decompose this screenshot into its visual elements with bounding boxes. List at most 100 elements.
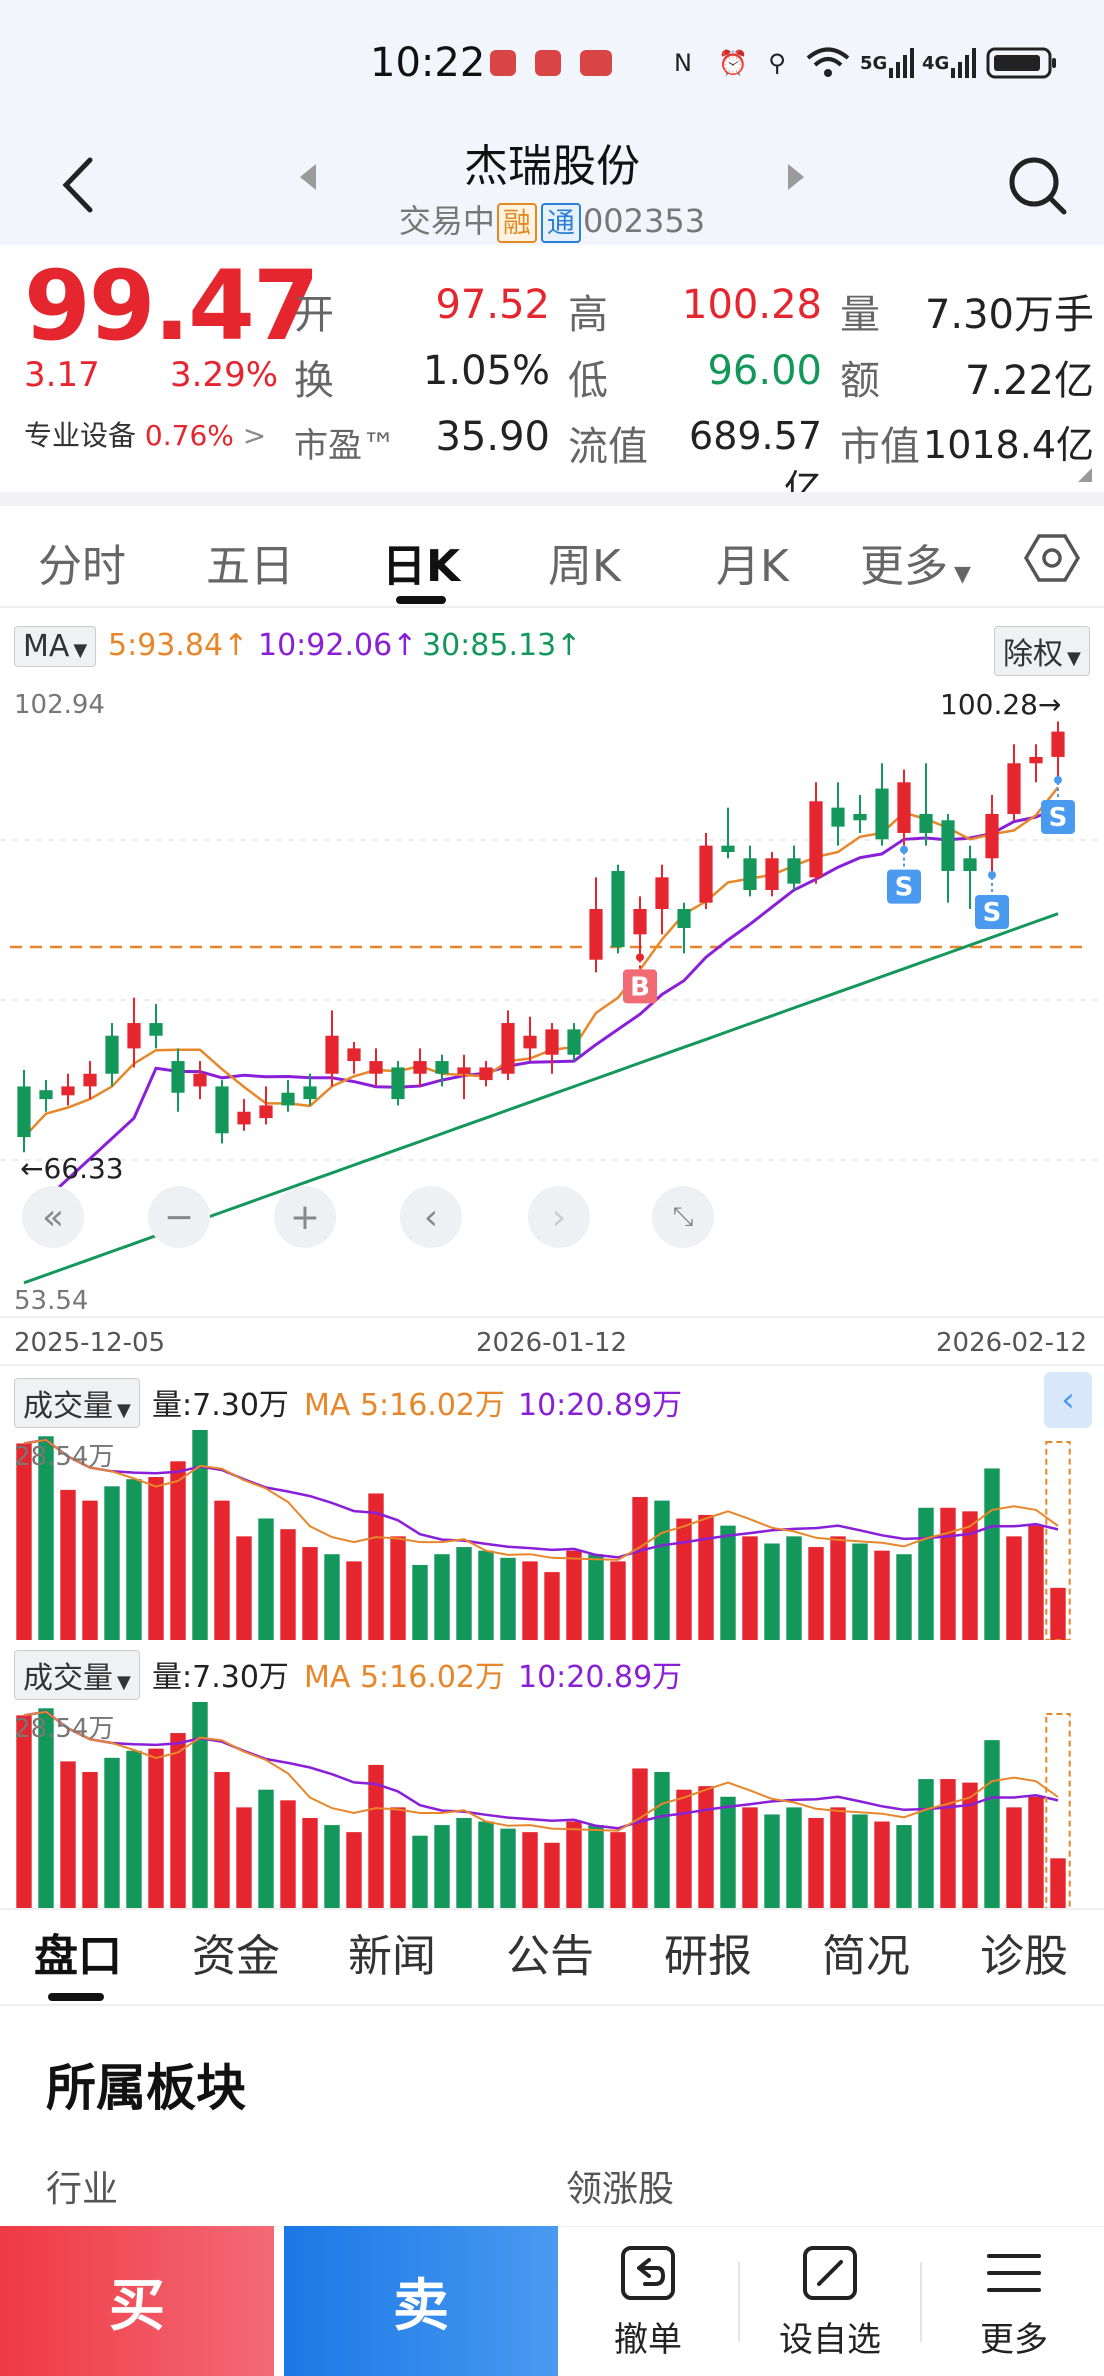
sell-button[interactable]: 卖 bbox=[284, 2226, 558, 2376]
tab-more[interactable]: 更多 ▼ bbox=[860, 530, 971, 594]
x-axis-end-date: 2026-02-12 bbox=[936, 1328, 1088, 1358]
buy-button[interactable]: 买 bbox=[0, 2226, 274, 2376]
candle-body bbox=[1051, 731, 1065, 757]
candle-body bbox=[523, 1035, 537, 1049]
tab-research[interactable]: 研报 bbox=[664, 1931, 752, 1982]
volume-bar bbox=[478, 1821, 494, 1910]
fullscreen-button[interactable]: ⤡ bbox=[652, 1186, 714, 1248]
candle-body bbox=[809, 801, 823, 878]
volume-bar bbox=[38, 1436, 54, 1640]
signal-badge bbox=[1041, 799, 1075, 834]
candle-body bbox=[743, 858, 757, 890]
wifi-icon bbox=[806, 46, 850, 80]
candle-body bbox=[413, 1061, 427, 1074]
tab-profile[interactable]: 简况 bbox=[822, 1931, 910, 1982]
candle-body bbox=[655, 877, 669, 910]
search-button[interactable] bbox=[1004, 152, 1070, 218]
volume-bar bbox=[434, 1825, 450, 1910]
volume-bar bbox=[918, 1507, 934, 1640]
volume-bar bbox=[896, 1554, 912, 1640]
volume-bar bbox=[148, 1477, 164, 1640]
settings-hexagon-icon bbox=[1023, 534, 1081, 582]
signal-dot bbox=[988, 870, 996, 879]
candle-body bbox=[193, 1073, 207, 1087]
quote-panel bbox=[0, 245, 1104, 495]
candle-body bbox=[567, 1029, 581, 1055]
volume-selector[interactable]: 成交量 ▼ bbox=[14, 1378, 140, 1428]
candle-body bbox=[545, 1029, 559, 1055]
chart-settings-button[interactable] bbox=[1023, 530, 1081, 586]
divider bbox=[0, 1364, 1104, 1366]
tab-capital-flow[interactable]: 资金 bbox=[192, 1931, 280, 1982]
candle-body bbox=[17, 1086, 31, 1138]
add-watchlist-button[interactable]: 设自选 bbox=[740, 2226, 920, 2376]
volume-bar bbox=[390, 1807, 406, 1910]
volume-bar bbox=[940, 1779, 956, 1910]
back-button[interactable] bbox=[54, 150, 104, 220]
sector-link[interactable]: 专业设备 0.76% > bbox=[24, 414, 266, 454]
more-button[interactable]: 更多 bbox=[924, 2226, 1104, 2376]
volume-bar bbox=[456, 1547, 472, 1640]
volume-bar bbox=[830, 1807, 846, 1910]
signal-label: B bbox=[630, 972, 650, 1002]
chevron-left-icon: ‹ bbox=[1061, 1380, 1075, 1420]
tab-monthly-k[interactable]: 月K bbox=[716, 541, 789, 592]
volume-label: 量 bbox=[840, 292, 880, 338]
tab-diagnosis[interactable]: 诊股 bbox=[980, 1931, 1068, 1982]
volume-bar bbox=[280, 1800, 296, 1910]
turnover-label: 换 bbox=[294, 358, 334, 404]
low-value: 96.00 bbox=[707, 348, 822, 394]
volume-selector[interactable]: 成交量 ▼ bbox=[14, 1650, 140, 1700]
add-watchlist-label: 设自选 bbox=[779, 2319, 881, 2360]
adjust-selector[interactable]: 除权 ▼ bbox=[994, 626, 1090, 676]
volume-bar bbox=[830, 1536, 846, 1640]
tab-order-book[interactable]: 盘口 bbox=[34, 1931, 122, 1982]
divider bbox=[0, 2004, 1104, 2006]
scroll-left-button[interactable]: ‹ bbox=[400, 1186, 462, 1248]
volume-axis-top: 28.54万 bbox=[14, 1442, 115, 1472]
tab-news[interactable]: 新闻 bbox=[348, 1931, 436, 1982]
prev-stock-button[interactable] bbox=[296, 160, 320, 194]
scroll-right-button[interactable]: › bbox=[528, 1186, 590, 1248]
caret-down-icon: ▼ bbox=[117, 1400, 131, 1421]
volume-bar bbox=[390, 1536, 406, 1640]
volume-bar bbox=[412, 1564, 428, 1640]
volume-bar bbox=[808, 1817, 824, 1910]
tab-daily-k[interactable]: 日K bbox=[382, 541, 461, 592]
tab-intraday[interactable]: 分时 bbox=[38, 541, 126, 592]
expand-corner-icon[interactable] bbox=[1078, 468, 1092, 482]
signal-badge bbox=[887, 869, 921, 904]
candle-body bbox=[1007, 763, 1021, 814]
candle-body bbox=[237, 1111, 251, 1125]
volume-bar bbox=[940, 1507, 956, 1640]
zoom-out-button[interactable]: − bbox=[148, 1186, 210, 1248]
indicator-selector[interactable]: MA ▼ bbox=[14, 626, 97, 667]
volume-bar bbox=[236, 1807, 252, 1910]
volume-bar bbox=[104, 1757, 120, 1910]
volume-bar bbox=[412, 1835, 428, 1910]
volume-bar bbox=[148, 1748, 164, 1910]
volume-bar bbox=[676, 1518, 692, 1640]
stock-name: 杰瑞股份 bbox=[464, 141, 640, 192]
market-cap-value: 1018.4亿 bbox=[923, 423, 1094, 467]
volume-chart bbox=[16, 1430, 1071, 1640]
tab-announcements[interactable]: 公告 bbox=[506, 1931, 594, 1982]
column-leading-stock: 领涨股 bbox=[566, 2169, 675, 2210]
volume-bar bbox=[1050, 1587, 1066, 1640]
next-stock-button[interactable] bbox=[784, 160, 808, 194]
candle-body bbox=[325, 1035, 339, 1074]
scroll-start-button[interactable]: « bbox=[22, 1186, 84, 1248]
zoom-in-button[interactable]: + bbox=[274, 1186, 336, 1248]
volume-ma5-line bbox=[23, 1710, 1059, 1832]
candle-body bbox=[501, 1023, 515, 1074]
candle-body bbox=[83, 1073, 97, 1087]
collapse-panel-button[interactable]: ‹ bbox=[1044, 1372, 1092, 1428]
amount-label: 额 bbox=[840, 358, 880, 404]
tab-five-day[interactable]: 五日 bbox=[206, 541, 294, 592]
cancel-order-button[interactable]: 撤单 bbox=[558, 2226, 738, 2376]
volume-bar bbox=[82, 1500, 98, 1640]
candle-body bbox=[259, 1105, 273, 1119]
candle-body bbox=[1029, 756, 1043, 764]
candle-body bbox=[721, 845, 735, 852]
tab-weekly-k[interactable]: 周K bbox=[548, 541, 621, 592]
